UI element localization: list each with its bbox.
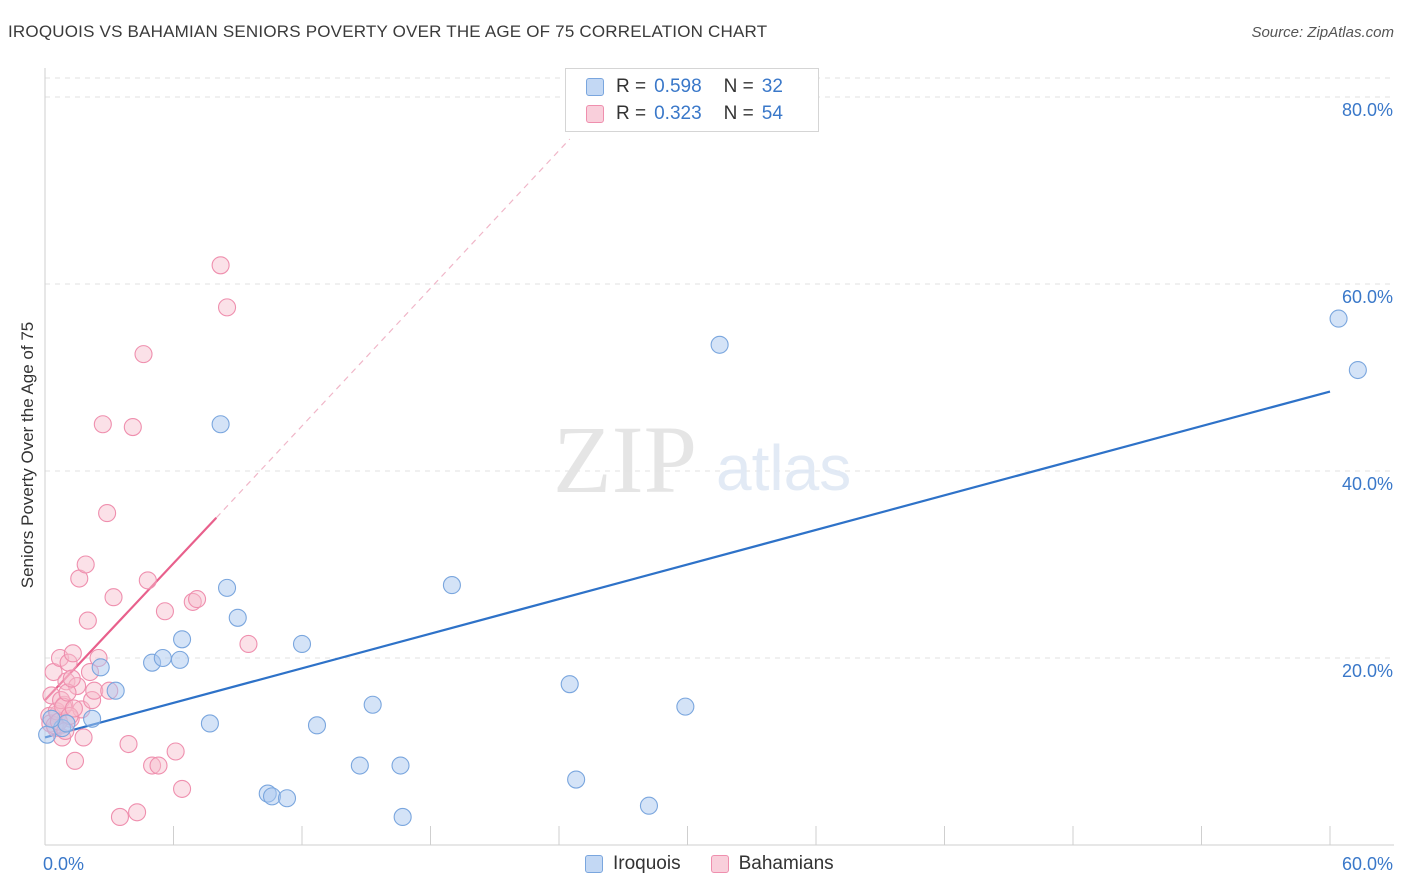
point-iroquois <box>292 634 312 654</box>
legend-swatch-iroquois <box>586 78 604 96</box>
x-tick-label: 60.0% <box>1342 854 1393 874</box>
point-bahamians <box>93 415 112 434</box>
point-bahamians <box>138 571 157 590</box>
point-bahamians <box>188 590 207 609</box>
legend-row-iroquois: R = 0.598 N = 32 <box>586 75 805 99</box>
point-bahamians <box>123 418 142 437</box>
point-bahamians <box>63 644 82 663</box>
point-iroquois <box>262 787 282 806</box>
point-iroquois <box>391 756 410 775</box>
point-bahamians <box>239 634 258 654</box>
bottom-legend-label-bahamians: Bahamians <box>738 853 834 874</box>
point-bahamians <box>119 734 138 754</box>
watermark: ZIP atlas <box>553 406 851 513</box>
point-iroquois <box>307 716 327 735</box>
point-iroquois <box>217 578 237 597</box>
point-bahamians <box>211 256 230 275</box>
y-tick-label: 20.0% <box>1342 661 1393 681</box>
point-iroquois <box>363 695 382 714</box>
watermark-zip: ZIP <box>553 406 697 513</box>
point-bahamians <box>134 345 153 364</box>
point-bahamians <box>173 779 192 798</box>
point-iroquois <box>42 709 61 728</box>
point-bahamians <box>166 742 185 761</box>
legend: R = 0.598 N = 32 R = 0.323 N = 54 <box>565 68 819 132</box>
legend-n-label: N = <box>723 103 754 124</box>
legend-r-value: 0.598 <box>654 76 702 97</box>
point-bahamians <box>74 728 93 747</box>
bottom-legend-swatch-bahamians <box>710 855 729 873</box>
bottom-legend-label-iroquois: Iroquois <box>613 853 681 874</box>
point-iroquois <box>57 714 76 733</box>
point-iroquois <box>153 648 172 668</box>
point-iroquois <box>393 807 412 827</box>
legend-n-value: 54 <box>761 103 783 124</box>
point-iroquois <box>676 697 695 716</box>
data-points <box>38 256 1367 827</box>
point-iroquois <box>91 658 110 677</box>
point-iroquois <box>710 335 729 354</box>
point-bahamians <box>110 807 130 827</box>
point-bahamians <box>98 504 117 523</box>
legend-swatch-bahamians <box>586 105 604 123</box>
trend-line-iroquois <box>44 390 1331 739</box>
point-bahamians <box>128 803 147 822</box>
y-tick-label: 80.0% <box>1342 100 1393 120</box>
chart-title: IROQUOIS VS BAHAMIAN SENIORS POVERTY OVE… <box>8 22 768 41</box>
legend-row-bahamians: R = 0.323 N = 54 <box>586 102 805 126</box>
bottom-legend-swatch-iroquois <box>585 855 603 873</box>
point-iroquois <box>106 681 125 700</box>
point-bahamians <box>78 611 97 630</box>
bottom-legend: Iroquois Bahamians <box>585 853 864 875</box>
legend-r-label: R = <box>616 76 647 97</box>
bottom-legend-bahamians: Bahamians <box>710 853 834 875</box>
y-tick-label: 60.0% <box>1342 287 1393 307</box>
x-tick-label: 0.0% <box>43 854 84 874</box>
point-iroquois <box>211 415 230 434</box>
bottom-legend-iroquois: Iroquois <box>585 853 681 875</box>
point-iroquois <box>560 675 579 694</box>
source-label: Source: ZipAtlas.com <box>1251 24 1394 41</box>
y-tick-label: 40.0% <box>1342 474 1393 494</box>
point-iroquois <box>639 796 659 815</box>
point-iroquois <box>83 709 102 728</box>
point-bahamians <box>143 756 162 775</box>
point-bahamians <box>52 691 71 710</box>
point-iroquois <box>200 714 219 733</box>
point-bahamians <box>58 683 77 702</box>
point-bahamians <box>76 555 95 574</box>
point-iroquois <box>1329 309 1348 328</box>
point-iroquois <box>38 725 57 744</box>
grid-lines <box>45 77 1394 659</box>
point-bahamians <box>65 751 85 770</box>
point-iroquois <box>277 789 297 808</box>
point-bahamians <box>85 681 104 700</box>
legend-r-value: 0.323 <box>654 103 702 124</box>
point-bahamians <box>64 699 83 718</box>
point-bahamians <box>149 756 168 775</box>
point-iroquois <box>442 576 461 595</box>
point-iroquois <box>567 770 586 789</box>
legend-r-label: R = <box>616 103 647 124</box>
watermark-atlas: atlas <box>716 432 851 504</box>
legend-n-value: 32 <box>761 76 783 97</box>
point-bahamians <box>104 588 123 607</box>
point-iroquois <box>228 608 247 627</box>
point-iroquois <box>170 650 189 669</box>
point-iroquois <box>173 630 192 649</box>
point-iroquois <box>350 756 369 775</box>
point-bahamians <box>217 298 237 317</box>
trend-extension-bahamians <box>215 138 571 519</box>
legend-n-label: N = <box>723 76 754 97</box>
tick-labels: 20.0% 40.0% 60.0% 80.0% 0.0% 60.0% <box>43 100 1393 874</box>
point-bahamians <box>62 669 81 688</box>
point-bahamians <box>155 602 174 621</box>
point-iroquois <box>1348 360 1367 380</box>
